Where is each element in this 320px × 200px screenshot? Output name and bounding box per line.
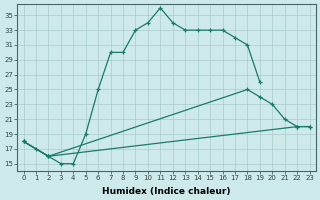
- X-axis label: Humidex (Indice chaleur): Humidex (Indice chaleur): [102, 187, 231, 196]
